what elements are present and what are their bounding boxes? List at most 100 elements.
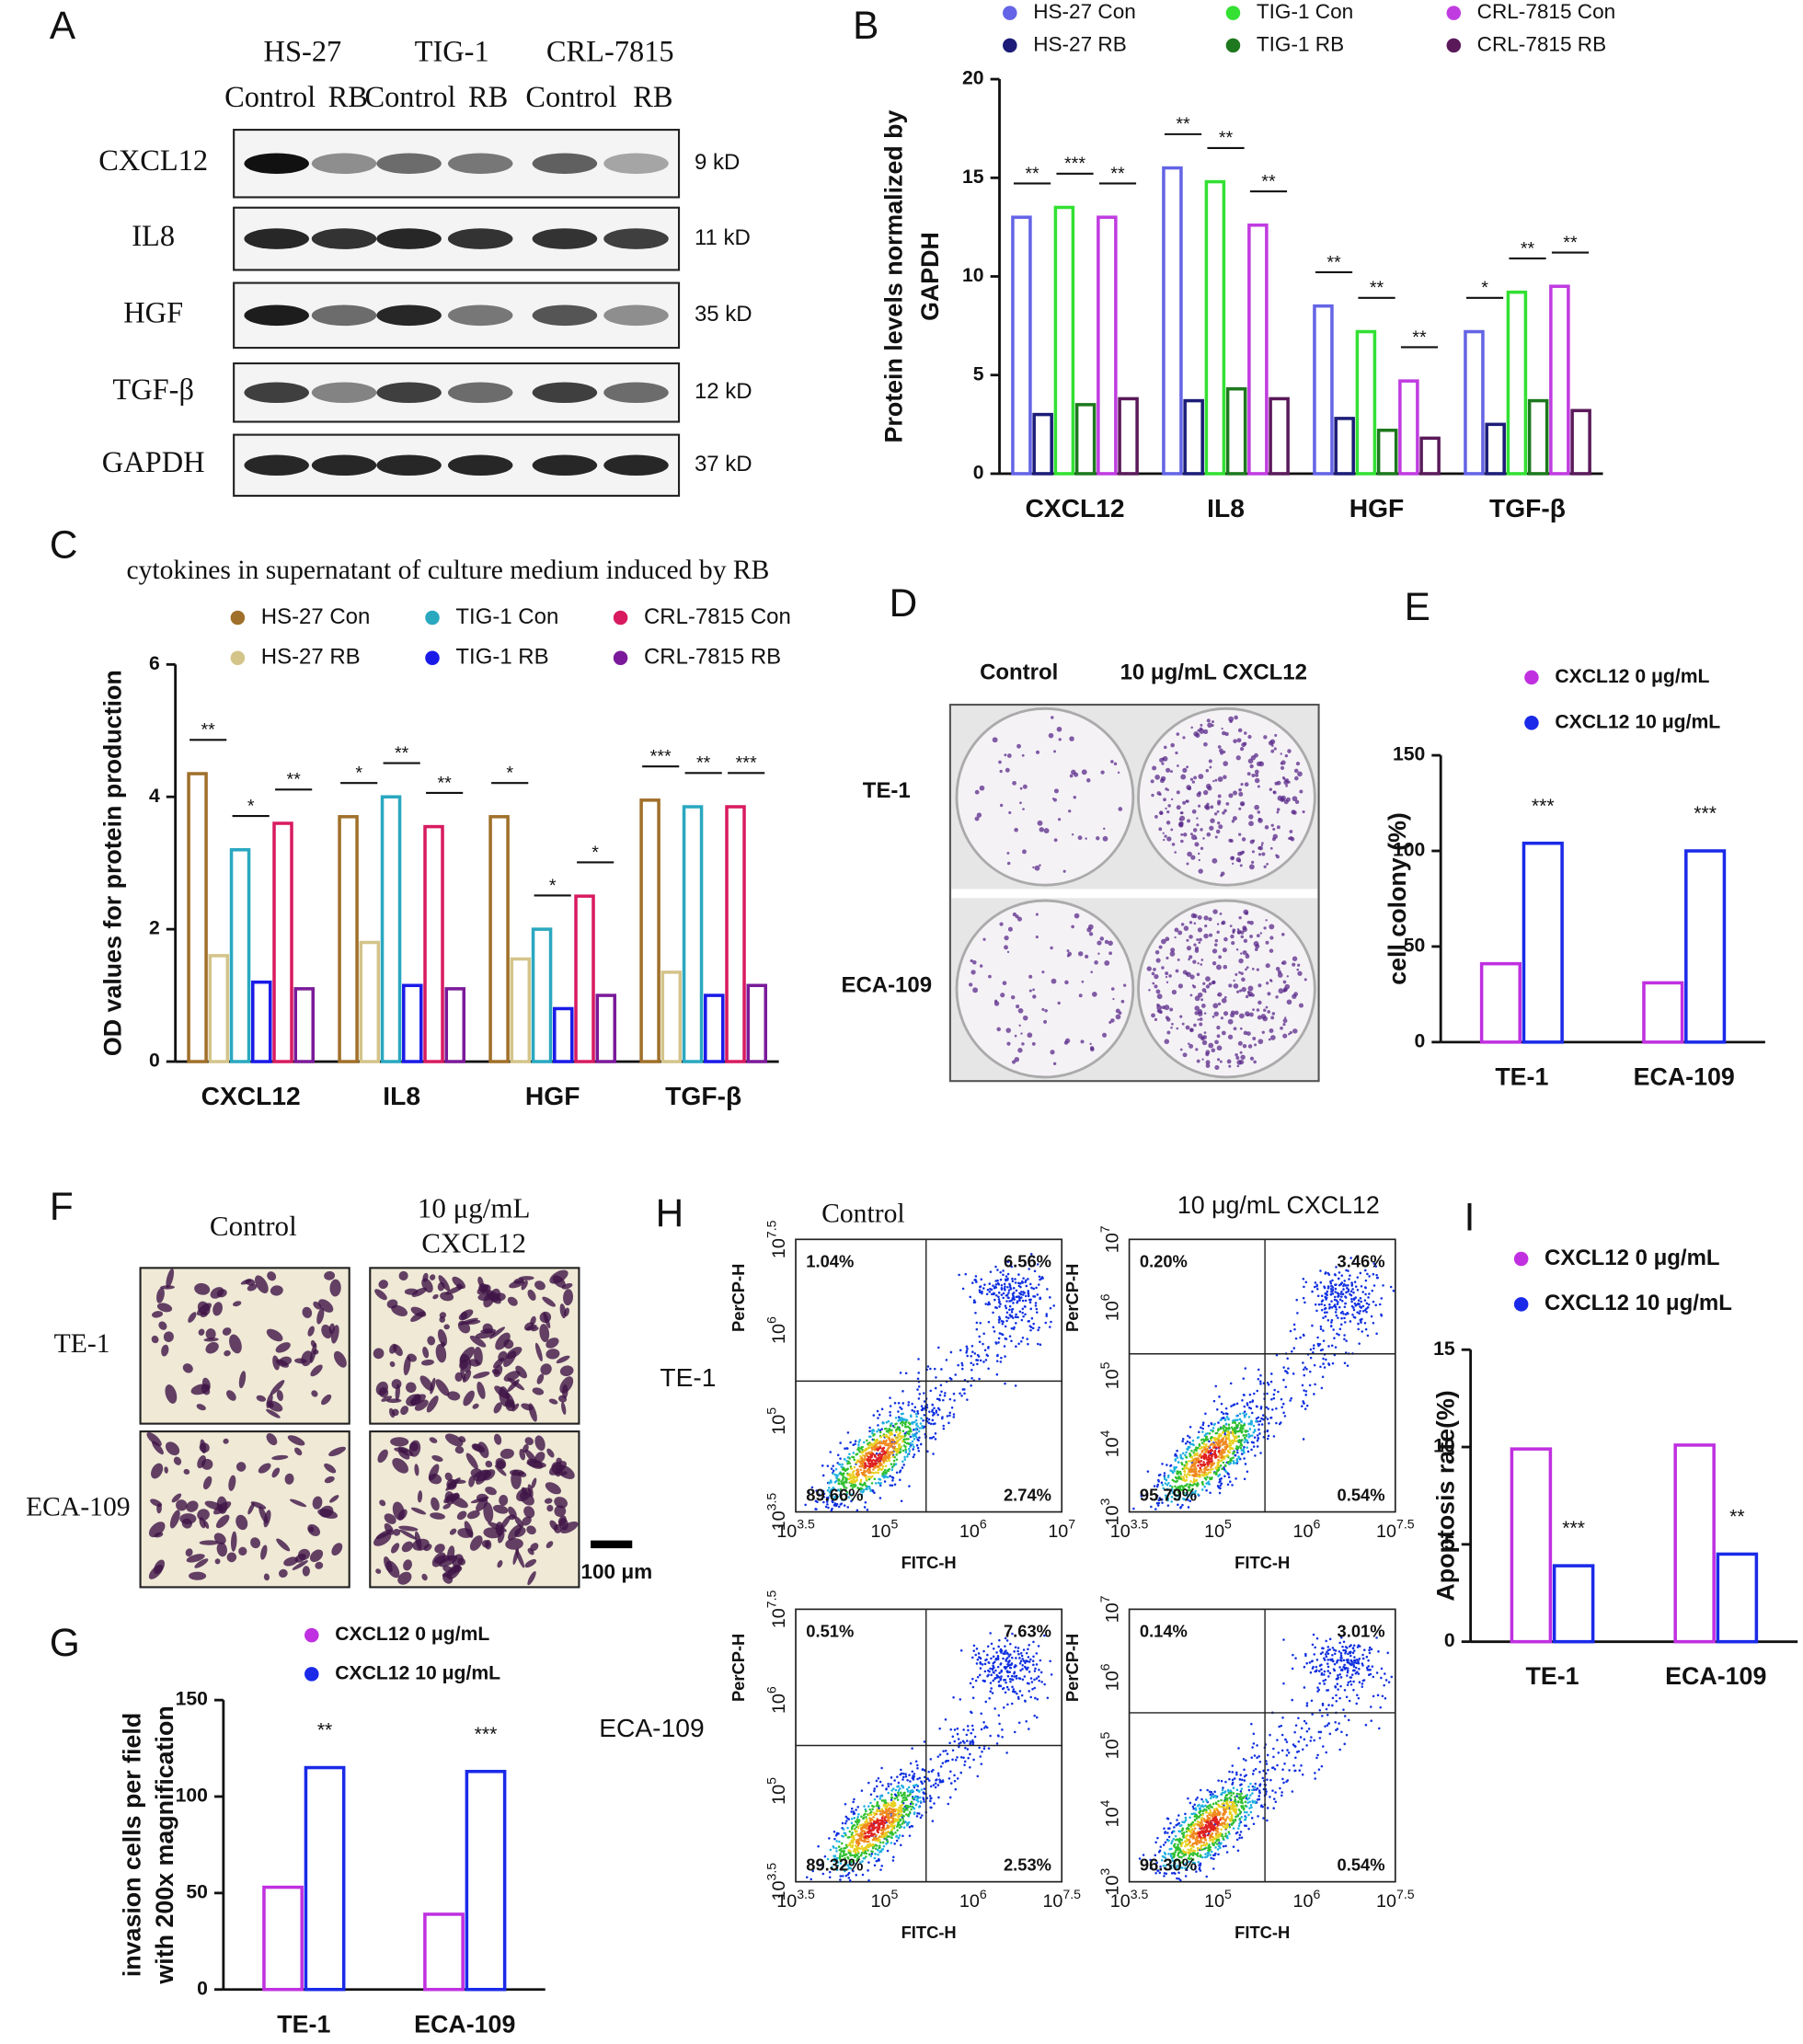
colony <box>1221 727 1223 730</box>
event-dot <box>969 1752 971 1756</box>
cell <box>238 1546 247 1556</box>
event-dot <box>917 1449 921 1453</box>
colony <box>1166 981 1169 984</box>
cell <box>375 1529 393 1540</box>
event-dot <box>1363 1286 1367 1289</box>
colony <box>1178 821 1184 826</box>
event-dot <box>1161 1483 1165 1487</box>
cell <box>203 1338 219 1342</box>
event-dot <box>944 1718 947 1721</box>
cell <box>527 1547 534 1556</box>
event-dot <box>836 1475 839 1477</box>
event-dot <box>1201 1463 1205 1466</box>
event-dot <box>1144 1493 1148 1496</box>
event-dot <box>1239 1446 1243 1450</box>
significance: ** <box>696 753 711 774</box>
cell <box>391 1543 400 1554</box>
colony <box>1193 943 1197 947</box>
colony <box>1292 993 1297 999</box>
event-dot <box>1309 1348 1313 1351</box>
event-dot <box>998 1317 1002 1321</box>
cell <box>260 1544 268 1560</box>
event-dot <box>1188 1486 1190 1488</box>
colony <box>1199 1022 1203 1027</box>
event-dot <box>844 1802 847 1806</box>
event-dot <box>1214 1466 1217 1469</box>
event-dot <box>911 1443 914 1446</box>
event-dot <box>1265 1406 1269 1409</box>
event-dot <box>888 1835 890 1838</box>
cell <box>428 1473 442 1485</box>
event-dot <box>978 1335 981 1338</box>
event-dot <box>830 1509 833 1512</box>
event-dot <box>1052 1304 1056 1307</box>
event-dot <box>843 1850 845 1853</box>
colony <box>1245 954 1250 959</box>
event-dot <box>908 1450 912 1453</box>
event-dot <box>1205 1465 1208 1469</box>
event-dot <box>1004 1382 1006 1385</box>
event-dot <box>907 1447 911 1451</box>
quadrant-percent: 3.46% <box>1338 1252 1385 1271</box>
bar <box>1673 1443 1716 1644</box>
event-dot <box>880 1766 883 1770</box>
event-dot <box>1043 1682 1046 1686</box>
event-dot <box>1253 1392 1256 1395</box>
cell <box>410 1306 427 1317</box>
colony <box>1210 818 1215 823</box>
event-dot <box>1206 1438 1210 1441</box>
cell <box>309 1549 324 1563</box>
event-dot <box>884 1837 887 1841</box>
event-dot <box>969 1295 972 1299</box>
cell <box>522 1516 532 1526</box>
event-dot <box>1289 1399 1292 1402</box>
colony <box>1034 865 1040 871</box>
event-dot <box>994 1283 998 1286</box>
x-tick-label: HGF <box>525 1081 580 1110</box>
event-dot <box>1237 1421 1241 1425</box>
bar <box>1552 1564 1595 1644</box>
event-dot <box>1037 1328 1039 1332</box>
event-dot <box>1210 1429 1212 1432</box>
separator <box>951 889 1318 899</box>
event-dot <box>928 1410 931 1413</box>
event-dot <box>1007 1655 1011 1658</box>
event-dot <box>894 1416 898 1419</box>
event-dot <box>1303 1389 1305 1392</box>
event-dot <box>882 1799 885 1802</box>
colony <box>1058 738 1062 741</box>
event-dot <box>1318 1342 1322 1346</box>
cell <box>530 1543 539 1552</box>
significance: ** <box>1370 278 1384 298</box>
colony <box>1253 1060 1257 1064</box>
colony <box>1022 784 1028 789</box>
colony <box>1117 771 1120 775</box>
event-dot <box>1174 1485 1177 1488</box>
event-dot <box>858 1482 862 1486</box>
event-dot <box>1013 1730 1016 1734</box>
event-dot <box>820 1488 823 1492</box>
event-dot <box>1201 1430 1204 1433</box>
colony <box>1236 1064 1240 1068</box>
legend-marker <box>613 610 628 626</box>
event-dot <box>1015 1674 1018 1678</box>
colony <box>1053 750 1057 753</box>
event-dot <box>916 1377 920 1381</box>
event-dot <box>923 1413 926 1417</box>
blot-band <box>311 382 377 404</box>
colony <box>1154 815 1158 819</box>
colony <box>1203 933 1209 939</box>
event-dot <box>902 1390 904 1393</box>
event-dot <box>929 1799 932 1803</box>
colony <box>1230 934 1235 939</box>
blot-band <box>311 454 377 477</box>
x-tick-label: TE-1 <box>277 2010 330 2038</box>
event-dot <box>1022 1315 1025 1318</box>
cell <box>500 1448 514 1459</box>
event-dot <box>961 1363 964 1367</box>
event-dot <box>923 1400 926 1403</box>
cell <box>399 1529 418 1540</box>
event-dot <box>857 1855 861 1858</box>
event-dot <box>868 1441 871 1444</box>
event-dot <box>891 1451 894 1453</box>
